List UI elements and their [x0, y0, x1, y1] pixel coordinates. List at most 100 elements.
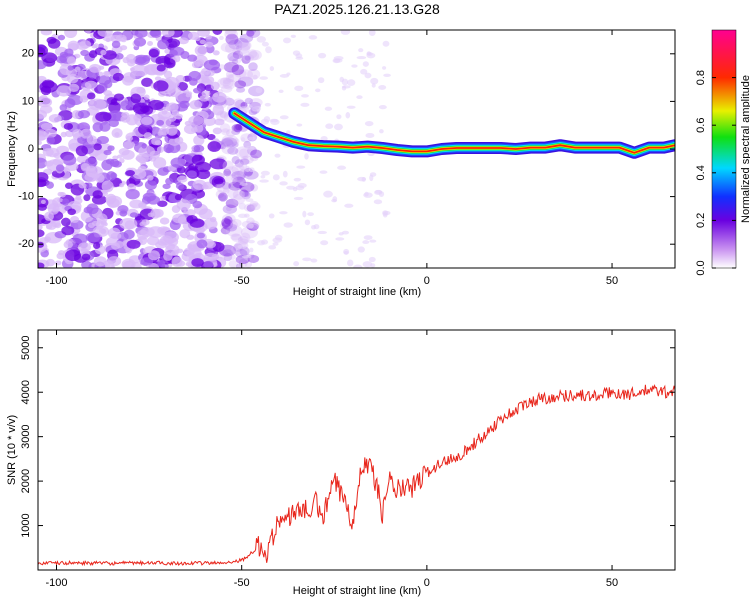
noise-blob — [293, 261, 300, 267]
noise-blob — [122, 140, 136, 149]
noise-blob — [147, 40, 153, 46]
colorbar: 0.0 0.2 0.4 0.6 0.8 Normalized spectral ampl… — [695, 29, 750, 276]
noise-blob — [105, 195, 123, 208]
noise-blob — [279, 74, 290, 78]
noise-blob — [64, 182, 73, 189]
noise-blob — [219, 123, 231, 133]
noise-blob — [222, 249, 234, 257]
noise-blob — [264, 102, 271, 107]
noise-blob — [163, 70, 173, 79]
noise-blob — [362, 61, 369, 67]
noise-blob — [308, 35, 318, 40]
noise-blob — [225, 223, 238, 232]
noise-blob — [224, 30, 238, 40]
noise-blob — [233, 69, 247, 78]
colorbar-tick-label: 0.0 — [695, 260, 707, 275]
noise-blob — [157, 39, 169, 50]
noise-blob — [196, 169, 211, 180]
noise-blob — [260, 170, 270, 176]
noise-blob — [259, 179, 269, 183]
noise-blob — [61, 198, 70, 206]
noise-blob — [120, 100, 131, 111]
noise-blob — [135, 153, 149, 163]
spectrogram-y-tick-label: 0 — [28, 143, 34, 155]
noise-blob — [68, 83, 80, 92]
noise-blob — [218, 192, 228, 202]
noise-blob — [93, 242, 101, 249]
noise-blob — [220, 42, 236, 53]
noise-blob — [237, 244, 247, 249]
noise-blob — [228, 73, 242, 83]
spectrogram-y-tick-label: -10 — [18, 191, 34, 203]
noise-blob — [192, 179, 207, 190]
noise-blob — [198, 208, 213, 220]
noise-blob — [364, 120, 374, 127]
noise-blob — [144, 179, 157, 191]
noise-blob — [225, 198, 239, 209]
noise-blob — [191, 258, 204, 267]
noise-blob — [279, 181, 288, 186]
noise-blob — [225, 129, 236, 138]
noise-blob — [220, 85, 233, 93]
ridge-band — [233, 112, 675, 154]
noise-blob — [222, 160, 234, 172]
noise-blob — [248, 167, 255, 173]
noise-blob — [250, 203, 258, 208]
noise-blob — [248, 49, 262, 61]
noise-blob — [170, 250, 179, 256]
noise-blob — [72, 233, 88, 244]
noise-blob — [77, 109, 91, 119]
noise-blob — [236, 263, 243, 268]
noise-blob — [292, 50, 301, 56]
noise-blob — [52, 208, 59, 213]
noise-blob — [45, 224, 52, 230]
noise-blob — [205, 34, 213, 40]
noise-blob — [108, 101, 121, 114]
noise-blob — [46, 36, 57, 44]
noise-blob — [126, 239, 141, 249]
noise-blob — [247, 49, 258, 59]
noise-blob — [294, 85, 304, 92]
noise-blob — [193, 144, 205, 153]
colorbar-tick-label: 0.4 — [695, 165, 707, 180]
noise-blob — [169, 49, 178, 57]
noise-blob — [100, 49, 107, 56]
noise-blob — [95, 111, 112, 122]
noise-blob — [221, 138, 234, 146]
noise-blob — [231, 123, 243, 132]
noise-blob — [157, 167, 169, 176]
noise-blob — [343, 248, 350, 255]
snr-x-axis-title: Height of straight line (km) — [293, 585, 421, 597]
noise-blob — [347, 259, 354, 267]
noise-blob — [358, 48, 364, 53]
noise-blob — [233, 123, 243, 133]
noise-blob — [270, 118, 280, 126]
noise-blob — [272, 242, 279, 246]
noise-blob — [232, 193, 246, 205]
noise-blob — [138, 202, 147, 208]
noise-blob — [161, 30, 175, 38]
noise-blob — [193, 87, 202, 94]
noise-blob — [150, 208, 161, 219]
noise-blob — [123, 229, 135, 240]
noise-blob — [216, 95, 232, 106]
noise-blob — [364, 72, 372, 79]
noise-blob — [56, 85, 72, 97]
noise-blob — [119, 210, 128, 217]
noise-blob — [221, 128, 230, 136]
noise-blob — [206, 69, 215, 77]
noise-blob — [46, 136, 56, 145]
noise-blob — [362, 261, 373, 268]
noise-blob — [225, 70, 235, 79]
noise-blob — [143, 94, 150, 100]
noise-blob — [320, 135, 328, 142]
noise-blob — [74, 66, 81, 73]
noise-blob — [216, 181, 230, 194]
noise-blob — [203, 218, 218, 230]
noise-blob — [230, 218, 242, 227]
noise-blob — [176, 199, 191, 211]
noise-blob — [117, 154, 123, 159]
noise-blob — [345, 111, 351, 119]
noise-blob — [66, 73, 79, 84]
noise-blob — [111, 40, 121, 49]
